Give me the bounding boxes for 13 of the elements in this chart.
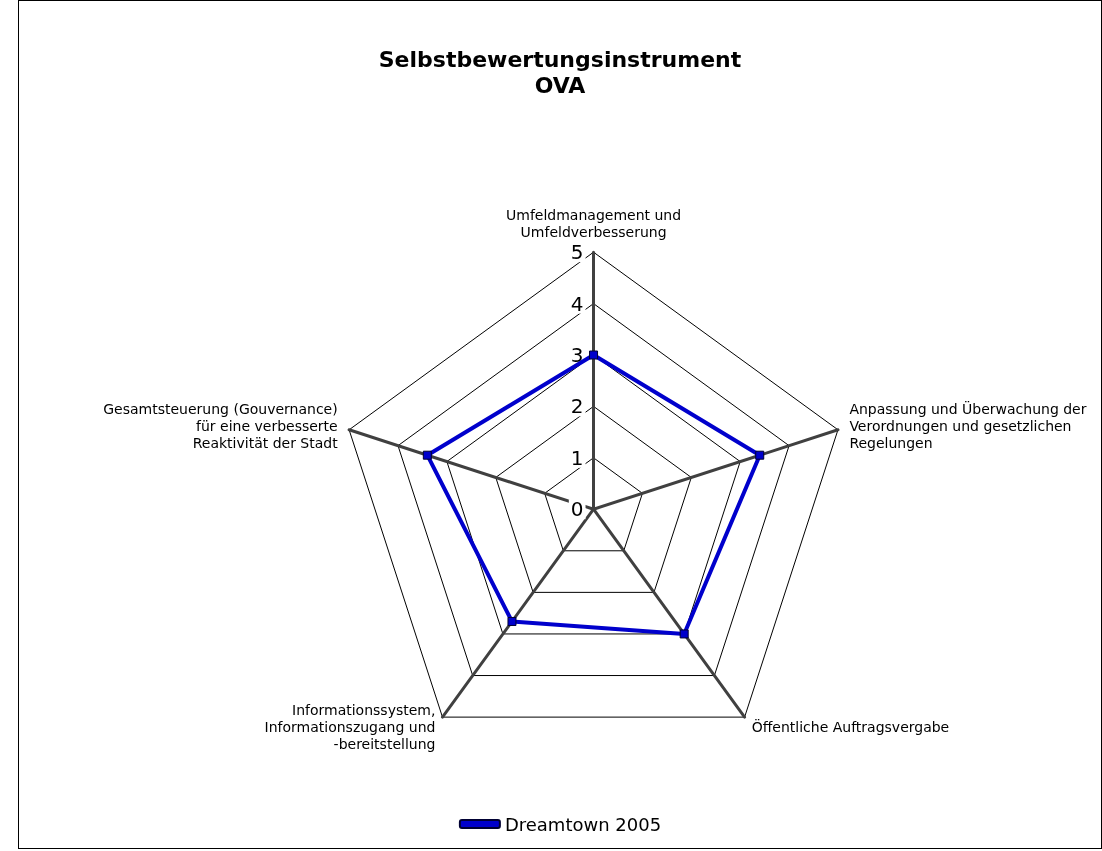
spoke-label: Öffentliche Auftragsvergabe — [751, 717, 950, 735]
y-tick-label: 4 — [570, 291, 584, 316]
y-tick-label: 0 — [570, 497, 584, 522]
spoke-label: Anpassung und Überwachung der Verordnungen und gesetzlichen Regelungen — [849, 400, 1087, 452]
chart-title: Selbstbewertungsinstrument OVA — [378, 46, 742, 98]
y-tick-label: 3 — [570, 343, 584, 367]
spoke-label: Informationssystem, Informationszugang und -bereitstellung — [264, 701, 436, 752]
y-tick-label: 2 — [570, 394, 584, 419]
spoke-label: Umfeldmanagement und Umfeldverbesserung — [506, 206, 682, 240]
spoke-label: Gesamtsteuerung (Gouvernance) für eine verbesserte Reaktivität der Stadt — [103, 401, 339, 452]
y-tick-label: 5 — [570, 240, 584, 265]
y-tick-label: 1 — [570, 445, 584, 470]
legend-label: Dreamtown 2005 — [504, 813, 662, 835]
